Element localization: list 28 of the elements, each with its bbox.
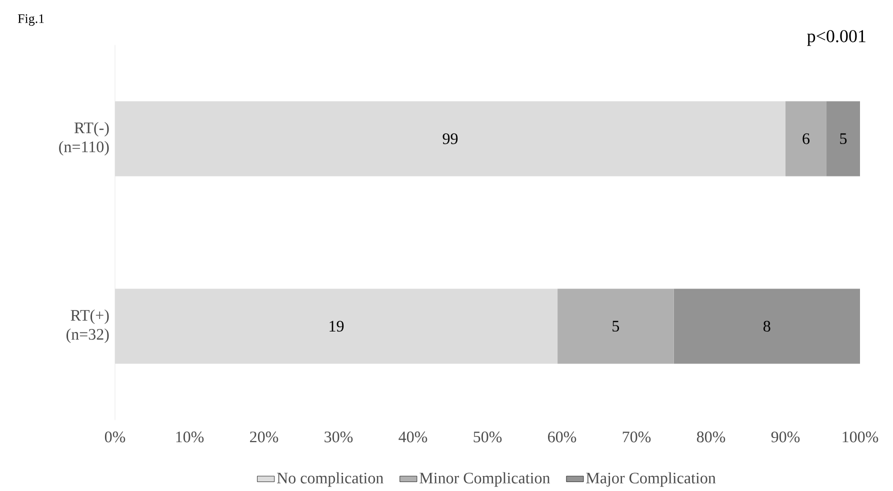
annotation: 8 <box>763 320 770 332</box>
bar <box>674 288 860 364</box>
chart-title: Fig.1 <box>18 14 44 26</box>
legend-label: Major Complication <box>586 472 716 487</box>
bar <box>786 101 826 176</box>
x-tick-label: 0% <box>104 432 126 442</box>
x-tick-label: 50% <box>474 432 502 442</box>
legend-label: Minor Complication <box>420 472 550 487</box>
y-tick-label: RT(+) (n=32) <box>66 309 109 343</box>
bar <box>826 101 860 176</box>
x-tick-label: 80% <box>696 432 726 442</box>
x-tick-label: 100% <box>842 432 878 442</box>
x-tick-label: 40% <box>398 432 428 442</box>
x-tick-label: 60% <box>548 432 576 442</box>
annotation: p<0.001 <box>807 30 866 46</box>
y-tick-label: RT(-) (n=110) <box>59 122 109 156</box>
x-tick-label: 70% <box>622 432 651 442</box>
annotation: 19 <box>330 320 344 332</box>
bar <box>558 288 674 364</box>
annotation: 6 <box>802 133 810 144</box>
annotation: 99 <box>442 133 458 144</box>
annotation: 5 <box>840 133 847 144</box>
legend-label: No complication <box>277 472 384 487</box>
x-tick-label: 90% <box>771 432 800 442</box>
annotation: 5 <box>612 320 620 332</box>
x-tick-label: 10% <box>176 432 204 442</box>
x-tick-label: 30% <box>324 432 353 442</box>
x-tick-label: 20% <box>250 432 278 442</box>
